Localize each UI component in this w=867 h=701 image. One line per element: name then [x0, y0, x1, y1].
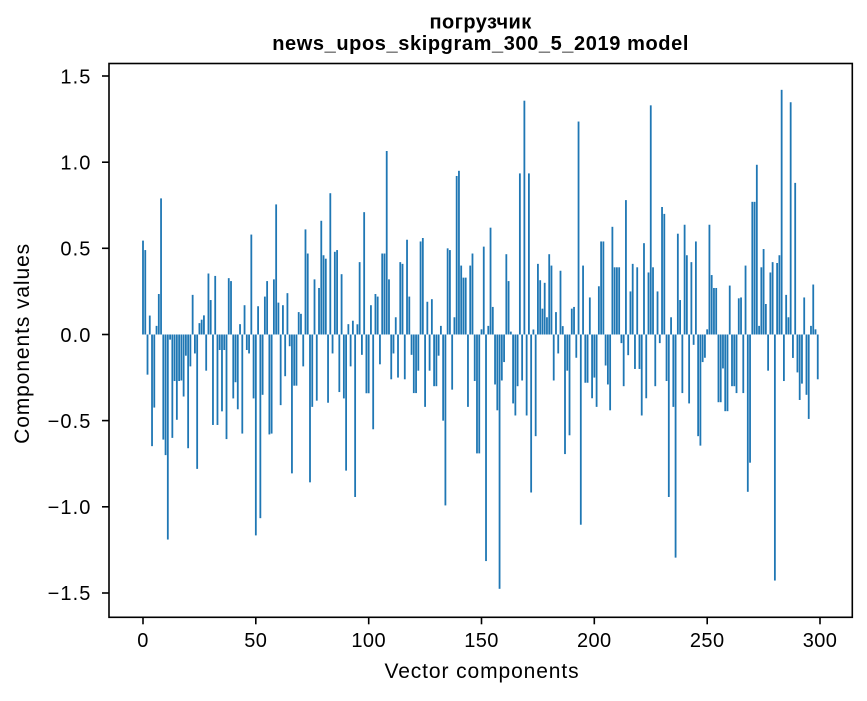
svg-text:0.0: 0.0 — [60, 325, 91, 347]
svg-text:Vector components: Vector components — [384, 660, 579, 683]
svg-text:0: 0 — [137, 630, 149, 652]
svg-text:50: 50 — [244, 630, 267, 652]
svg-text:Components values: Components values — [11, 243, 34, 444]
svg-text:200: 200 — [577, 630, 612, 652]
svg-text:−1.0: −1.0 — [48, 497, 92, 519]
svg-text:1.5: 1.5 — [60, 66, 91, 88]
svg-text:0.5: 0.5 — [60, 239, 91, 261]
svg-text:100: 100 — [351, 630, 386, 652]
svg-text:150: 150 — [464, 630, 499, 652]
svg-text:погрузчик: погрузчик — [430, 12, 533, 34]
svg-text:−1.5: −1.5 — [48, 583, 92, 605]
svg-text:250: 250 — [690, 630, 725, 652]
svg-text:1.0: 1.0 — [60, 153, 91, 175]
svg-text:300: 300 — [803, 630, 838, 652]
svg-text:−0.5: −0.5 — [48, 411, 92, 433]
svg-text:news_upos_skipgram_300_5_2019: news_upos_skipgram_300_5_2019 model — [272, 33, 689, 55]
